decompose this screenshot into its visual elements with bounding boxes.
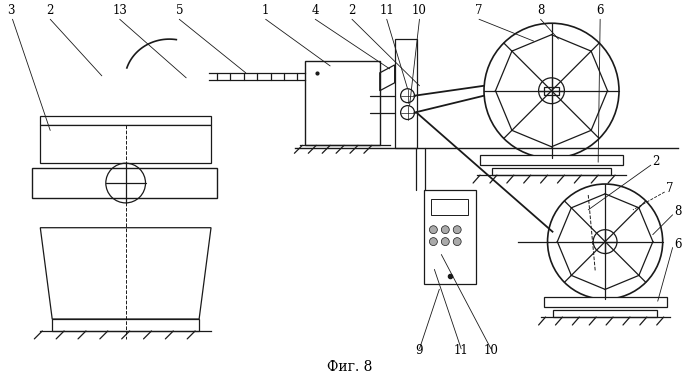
Text: 10: 10 — [412, 4, 427, 17]
Text: 11: 11 — [454, 344, 468, 357]
Text: 8: 8 — [674, 205, 681, 218]
Text: 3: 3 — [7, 4, 14, 17]
Bar — [305, 61, 380, 145]
Text: 10: 10 — [484, 344, 498, 357]
Text: 7: 7 — [666, 182, 673, 195]
Bar — [480, 155, 623, 165]
Text: 13: 13 — [112, 4, 127, 17]
Text: 6: 6 — [596, 4, 604, 17]
Text: 7: 7 — [475, 4, 483, 17]
Circle shape — [400, 89, 414, 103]
Bar — [424, 190, 476, 284]
Text: 11: 11 — [379, 4, 394, 17]
Circle shape — [441, 238, 449, 246]
Text: 1: 1 — [262, 4, 270, 17]
Bar — [492, 168, 611, 175]
Bar — [554, 310, 657, 317]
Text: 6: 6 — [674, 237, 681, 251]
Circle shape — [400, 105, 414, 119]
Circle shape — [429, 226, 438, 234]
Bar — [395, 39, 416, 148]
Text: 2: 2 — [652, 155, 659, 168]
Bar — [544, 297, 666, 307]
Bar — [41, 116, 211, 125]
Bar — [52, 319, 199, 331]
Bar — [544, 87, 559, 95]
Bar — [41, 125, 211, 163]
Bar — [431, 199, 468, 215]
Circle shape — [453, 238, 461, 246]
Text: 9: 9 — [416, 344, 423, 357]
Text: Фиг. 8: Фиг. 8 — [328, 360, 372, 374]
Circle shape — [538, 78, 564, 104]
Text: 4: 4 — [312, 4, 319, 17]
Circle shape — [593, 230, 617, 254]
Text: 2: 2 — [46, 4, 54, 17]
Text: 5: 5 — [176, 4, 183, 17]
Text: 2: 2 — [349, 4, 356, 17]
Circle shape — [429, 238, 438, 246]
Polygon shape — [41, 228, 211, 319]
Circle shape — [453, 226, 461, 234]
Circle shape — [441, 226, 449, 234]
Bar — [32, 168, 217, 198]
Text: 8: 8 — [537, 4, 545, 17]
